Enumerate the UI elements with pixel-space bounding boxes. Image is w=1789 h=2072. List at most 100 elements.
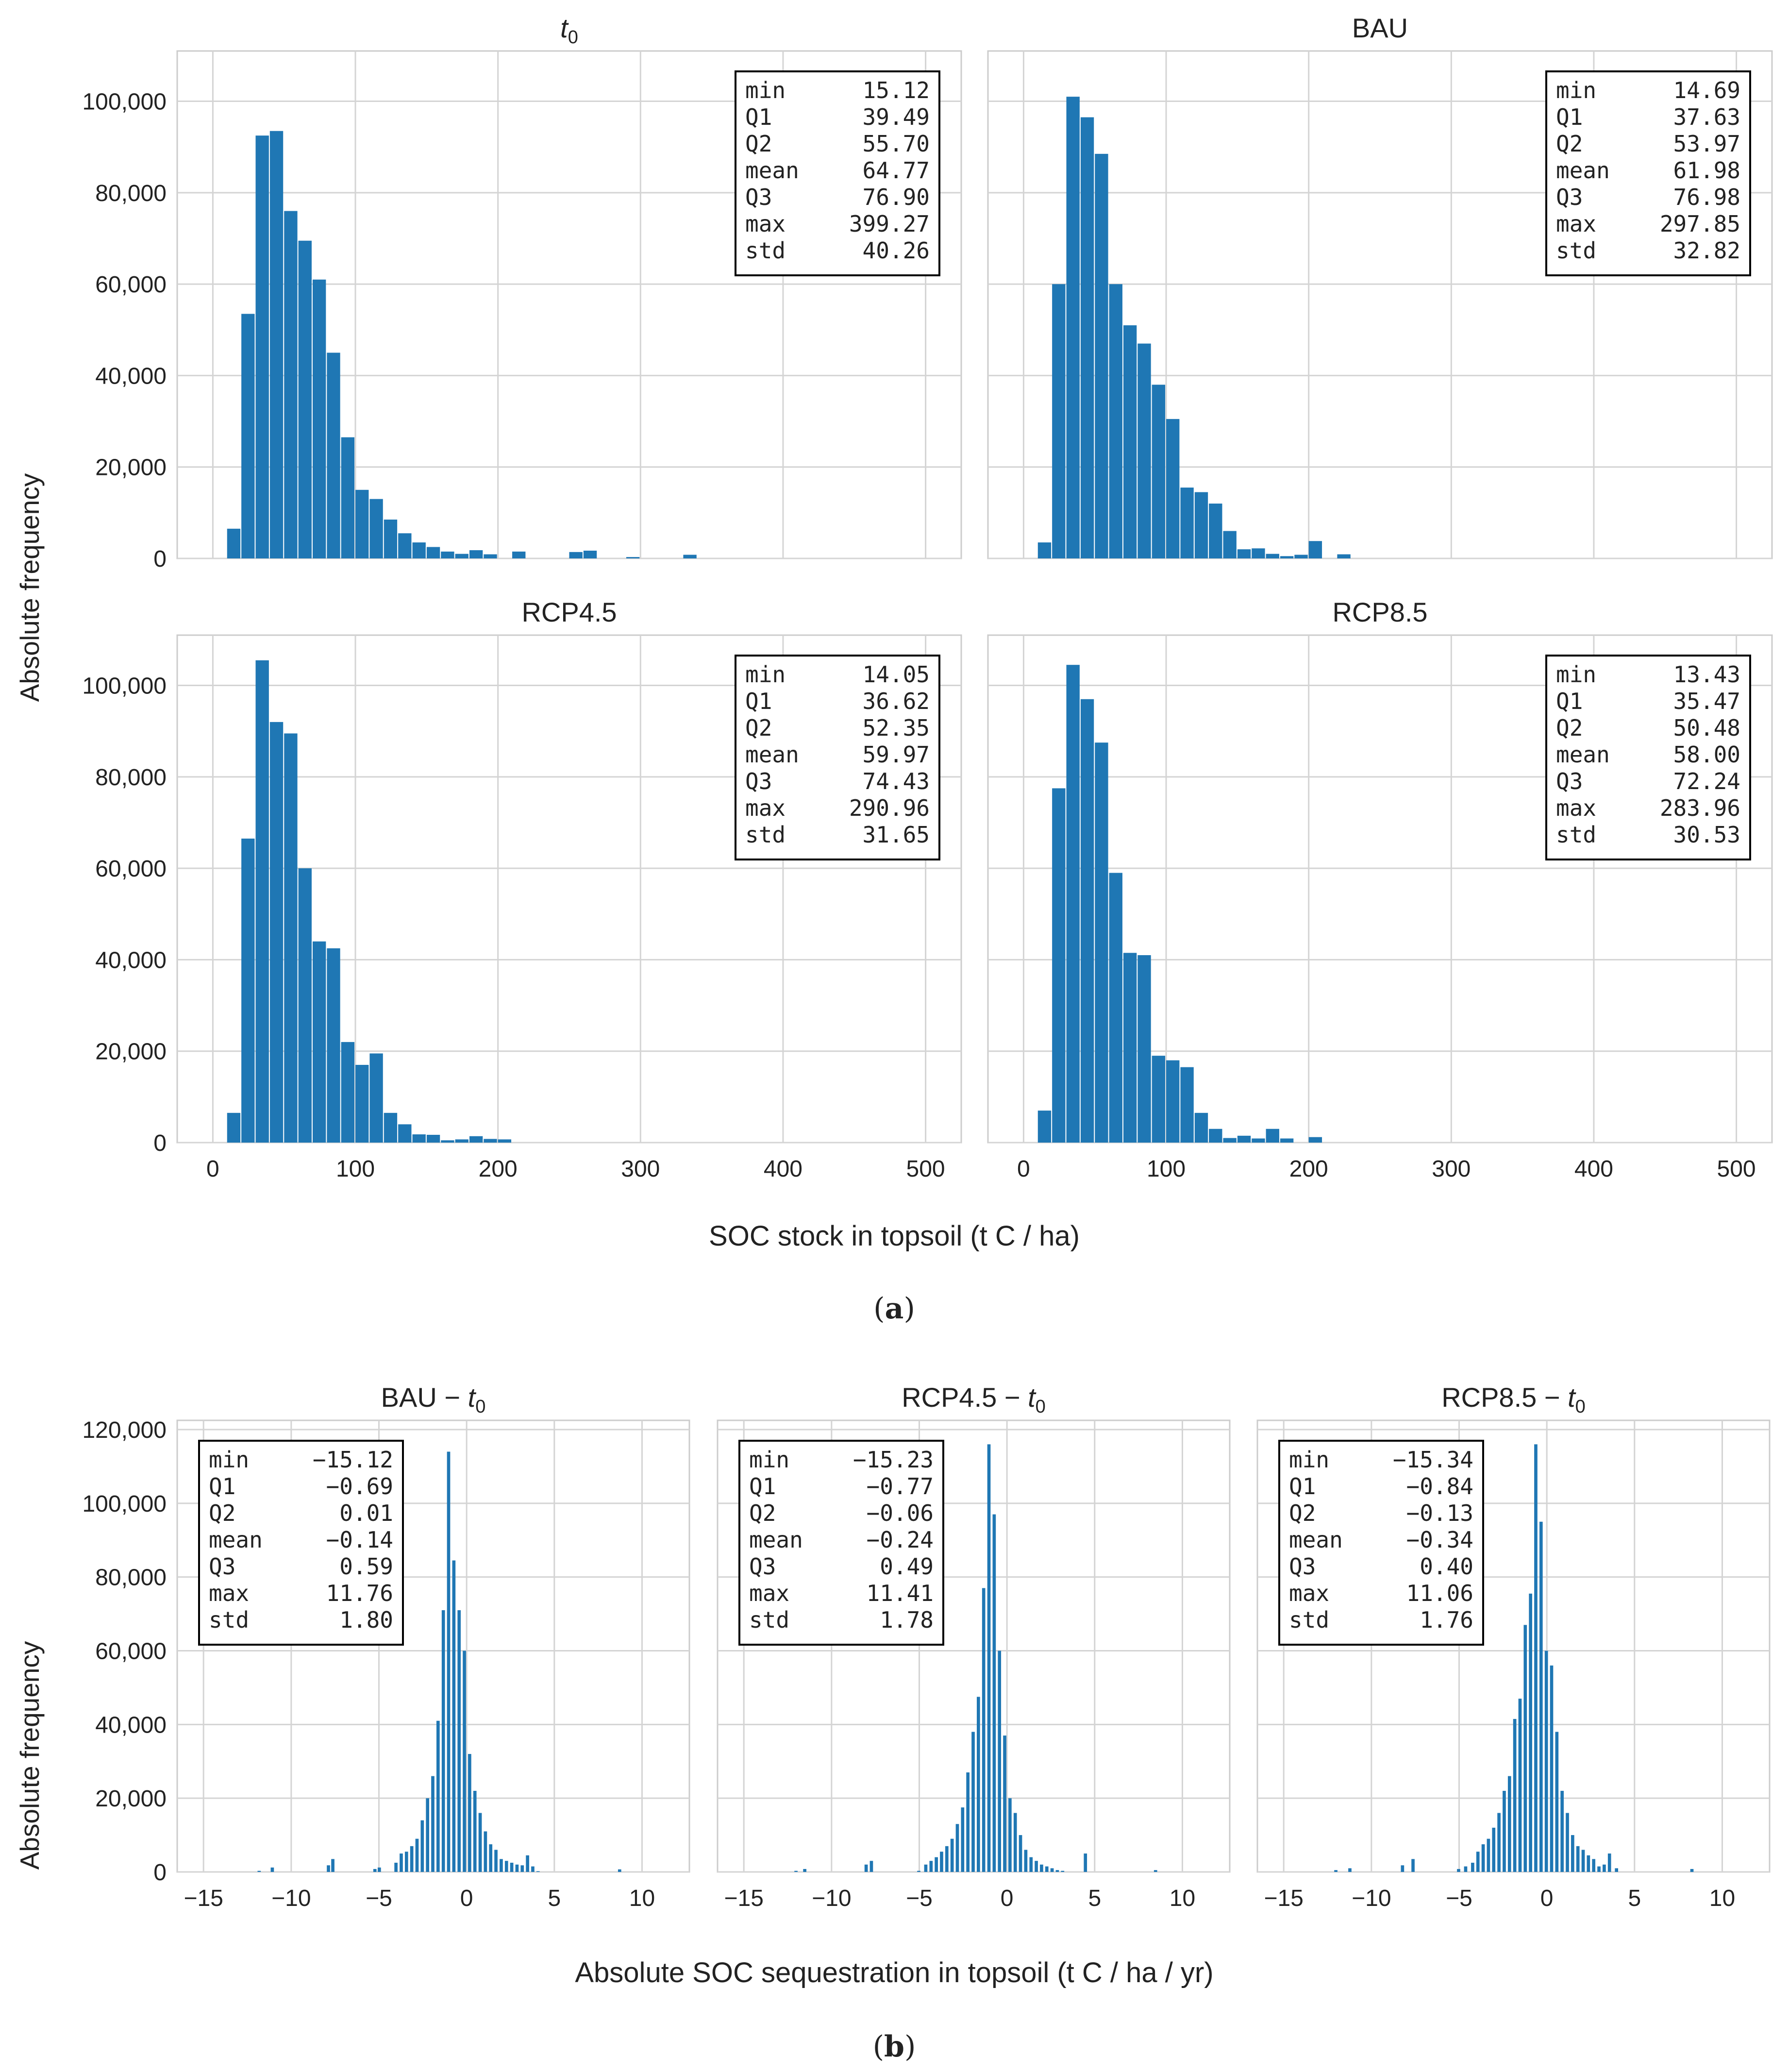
histogram-bar [341, 437, 355, 558]
y-tick-label: 100,000 [82, 89, 167, 115]
histogram-rcp85: 0 100 200 300 400 500 RCP8.5 min 13.43 Q1 35.47 Q2 5… [987, 597, 1773, 1182]
histogram-bar [420, 1820, 424, 1872]
x-tick-label: 10 [1170, 1886, 1195, 1911]
stats-value: −0.13 [1406, 1500, 1473, 1526]
histogram-bar [1576, 1846, 1580, 1872]
x-tick-label: 0 [206, 1156, 219, 1182]
histogram-bar [1571, 1835, 1574, 1872]
stats-label: Q1 [745, 688, 772, 714]
histogram-bar [1566, 1813, 1569, 1872]
stats-label: max [745, 795, 786, 821]
histogram-bar [373, 1869, 377, 1872]
stats-value: 36.62 [863, 688, 930, 714]
histogram-bar [992, 1514, 996, 1872]
histogram-bar [1560, 1790, 1564, 1872]
histogram-bar [940, 1852, 943, 1872]
stats-label: mean [745, 157, 799, 184]
histogram-bar [1544, 1651, 1548, 1872]
histogram-bar [473, 1790, 477, 1872]
histogram-bar [478, 1813, 482, 1872]
histogram-bar [1280, 556, 1294, 558]
histogram-bar [469, 550, 483, 558]
histogram-bar [312, 941, 326, 1143]
x-axis-label-a: SOC stock in topsoil (t C / ha) [709, 1220, 1080, 1252]
histogram-bar [1471, 1863, 1474, 1872]
histogram-bar [404, 1852, 408, 1872]
stats-value: −0.69 [326, 1473, 393, 1499]
histogram-bar [1194, 1112, 1208, 1143]
histogram-bar [1266, 554, 1279, 558]
stats-value: 30.53 [1673, 822, 1740, 848]
histogram-bar [1497, 1813, 1501, 1872]
x-tick-label: −15 [1264, 1886, 1303, 1911]
stats-label: std [1289, 1607, 1329, 1633]
x-tick-label: 0 [1001, 1886, 1014, 1911]
caption-b: (b) [873, 2030, 916, 2064]
histogram-rcp85-minus-t0: −15 −10 −5 0 5 10 RCP8.5 − t0 min −15.34 Q1 −0.84 Q… [1256, 1382, 1771, 1911]
histogram-bar [1095, 153, 1108, 558]
histogram-bar [415, 1838, 419, 1872]
stats-label: mean [209, 1527, 263, 1553]
histogram-bar [284, 211, 298, 558]
histogram-bar [1180, 1067, 1194, 1143]
histogram-bar [355, 1064, 369, 1143]
histogram-bar [520, 1865, 524, 1872]
histogram-bar [269, 722, 284, 1143]
stats-value: 53.97 [1673, 131, 1740, 157]
y-tick-label: 60,000 [95, 1638, 167, 1664]
y-tick-label: 100,000 [82, 1491, 167, 1517]
histogram-bar [227, 528, 241, 558]
histogram-bar [1237, 549, 1251, 558]
stats-value: 1.80 [339, 1607, 393, 1633]
histogram-bar [1411, 1859, 1415, 1872]
histogram-bar [512, 551, 526, 558]
histogram-bar [1137, 955, 1151, 1143]
histogram-bar [1109, 873, 1122, 1143]
x-tick-label: 5 [1628, 1886, 1641, 1911]
stats-label: std [209, 1607, 249, 1633]
histogram-bar [1066, 97, 1080, 558]
stats-value: 72.24 [1673, 768, 1740, 794]
histogram-bar [327, 948, 340, 1143]
histogram-bar [1266, 1129, 1279, 1143]
panel-title: RCP4.5 − t0 [902, 1382, 1046, 1417]
histogram-bar [1045, 1866, 1049, 1872]
histogram-bar [955, 1824, 959, 1872]
x-tick-label: 100 [1147, 1156, 1186, 1182]
histogram-bar [269, 131, 284, 558]
histogram-bar [1518, 1699, 1522, 1872]
x-tick-label: −15 [184, 1886, 223, 1911]
histogram-bar [982, 1588, 986, 1872]
x-tick-label: −10 [271, 1886, 311, 1911]
histogram-bar [1166, 419, 1180, 558]
stats-value: 76.90 [863, 184, 930, 210]
stats-value: −15.12 [313, 1447, 393, 1473]
stats-label: max [1556, 795, 1596, 821]
y-tick-label: 60,000 [95, 272, 167, 298]
stats-box [735, 655, 940, 860]
x-tick-label: 300 [621, 1156, 660, 1182]
stats-label: mean [1556, 157, 1610, 184]
histogram-bar [255, 135, 269, 559]
histogram-bar [441, 551, 454, 558]
histogram-bar [441, 1610, 445, 1872]
histogram-bar [998, 1651, 1002, 1872]
histogram-bar [945, 1846, 949, 1872]
histogram-bar [494, 1850, 498, 1872]
histogram-bar [412, 1134, 426, 1143]
histogram-bar [1690, 1869, 1694, 1872]
histogram-bar [1037, 1111, 1052, 1143]
stats-label: min [209, 1447, 249, 1473]
histogram-bar [515, 1864, 519, 1872]
stats-value: 35.47 [1673, 688, 1740, 714]
histogram-bar [227, 1112, 241, 1143]
histogram-bar [626, 557, 640, 558]
histogram-bar [1154, 1870, 1157, 1872]
histogram-rcp45: 0 20,000 40,000 60,000 80,000 100,000 0 100 200 3… [82, 597, 962, 1182]
histogram-bar [500, 1859, 503, 1872]
histogram-bar [410, 1846, 414, 1872]
stats-value: 1.76 [1420, 1607, 1473, 1633]
histogram-bar [987, 1444, 991, 1872]
histogram-bar [426, 1798, 429, 1872]
histogram-bar [457, 1610, 461, 1872]
